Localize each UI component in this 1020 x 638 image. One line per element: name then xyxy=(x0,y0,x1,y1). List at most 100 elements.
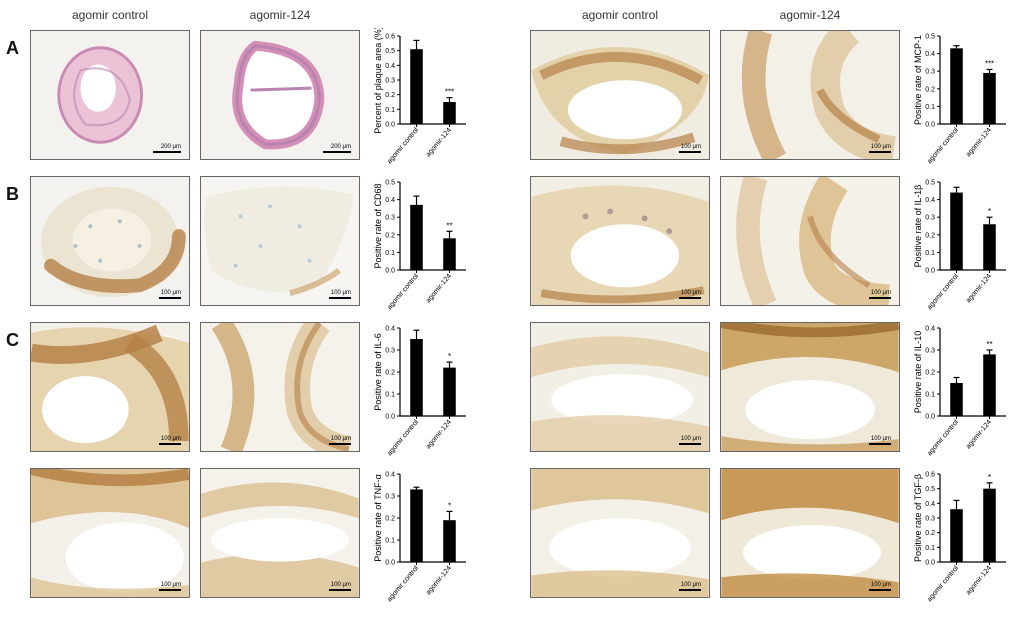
chart-tnfa: 0.00.10.20.30.4agomir control*agomir-124… xyxy=(372,466,472,608)
svg-text:agomir control: agomir control xyxy=(386,418,420,457)
chart-tgfb: 0.00.10.20.30.40.50.6agomir control*agom… xyxy=(912,466,1012,608)
micrograph-B-control: 100 μm xyxy=(30,176,190,306)
scalebar: 100 μm xyxy=(679,436,701,445)
svg-text:Positive rate of IL-10: Positive rate of IL-10 xyxy=(913,331,923,414)
svg-text:0.1: 0.1 xyxy=(385,392,395,399)
tissue-il6-control xyxy=(31,323,189,451)
scalebar: 100 μm xyxy=(329,436,351,445)
svg-text:agomir-124: agomir-124 xyxy=(425,127,453,159)
scalebar: 100 μm xyxy=(159,582,181,591)
svg-text:0.0: 0.0 xyxy=(385,122,395,129)
header-right-control: agomir control xyxy=(530,8,710,22)
svg-text:*: * xyxy=(448,352,451,361)
svg-text:0.4: 0.4 xyxy=(385,63,395,70)
micrograph-R1-agomir124: 100 μm xyxy=(720,30,900,160)
svg-text:0.4: 0.4 xyxy=(385,326,395,333)
micrograph-R4-agomir124: 100 μm xyxy=(720,468,900,598)
micrograph-A-control: 200 μm xyxy=(30,30,190,160)
tissue-tnfa-control xyxy=(31,469,189,597)
header-right-treat: agomir-124 xyxy=(720,8,900,22)
svg-text:agomir-124: agomir-124 xyxy=(425,273,453,305)
scalebar: 100 μm xyxy=(679,290,701,299)
svg-text:*: * xyxy=(988,473,991,482)
row-label-B: B xyxy=(6,184,19,205)
micrograph-R2-control: 100 μm xyxy=(530,176,710,306)
svg-text:0.1: 0.1 xyxy=(925,250,935,257)
svg-text:*: * xyxy=(448,501,451,510)
svg-text:Positive rate of IL-1β: Positive rate of IL-1β xyxy=(913,185,923,268)
svg-text:0.0: 0.0 xyxy=(385,268,395,275)
svg-text:agomir-124: agomir-124 xyxy=(965,419,993,451)
scalebar: 100 μm xyxy=(869,144,891,153)
svg-text:0.3: 0.3 xyxy=(385,78,395,85)
micrograph-C2-control: 100 μm xyxy=(30,468,190,598)
scalebar: 100 μm xyxy=(679,582,701,591)
svg-text:0.1: 0.1 xyxy=(385,250,395,257)
micrograph-R2-agomir124: 100 μm xyxy=(720,176,900,306)
chart-mcp1: 0.0 0.1 0.2 0.3 0.4 0.5 agomir control *** agomi… xyxy=(912,28,1012,170)
chart-plaque: 0.00.10.20.30.40.50.6agomir control***ag… xyxy=(372,28,472,170)
tissue-mcp1-treat xyxy=(721,31,899,159)
svg-text:Positive rate of IL-6: Positive rate of IL-6 xyxy=(373,333,383,411)
svg-text:0.3: 0.3 xyxy=(925,348,935,355)
svg-text:0.1: 0.1 xyxy=(925,104,935,111)
svg-text:0.5: 0.5 xyxy=(925,486,935,493)
svg-text:agomir-124: agomir-124 xyxy=(965,127,993,159)
svg-text:0.6: 0.6 xyxy=(385,34,395,41)
svg-text:0.0: 0.0 xyxy=(385,414,395,421)
svg-text:agomir control: agomir control xyxy=(386,272,420,311)
header-left-control: agomir control xyxy=(30,8,190,22)
tissue-he-control xyxy=(31,31,189,159)
svg-text:agomir control: agomir control xyxy=(926,564,960,603)
svg-text:0.4: 0.4 xyxy=(925,326,935,333)
tissue-tgfb-control xyxy=(531,469,709,597)
svg-text:**: ** xyxy=(986,340,992,349)
svg-text:agomir control: agomir control xyxy=(926,272,960,311)
svg-text:Percent of plaque area (%): Percent of plaque area (%) xyxy=(373,28,383,134)
scalebar: 100 μm xyxy=(329,582,351,591)
svg-text:0.5: 0.5 xyxy=(385,48,395,55)
tissue-he-treat xyxy=(201,31,359,159)
micrograph-C1-control: 100 μm xyxy=(30,322,190,452)
svg-text:0.2: 0.2 xyxy=(385,232,395,239)
svg-text:0.1: 0.1 xyxy=(385,107,395,114)
svg-text:0.5: 0.5 xyxy=(925,34,935,41)
svg-text:0.2: 0.2 xyxy=(385,370,395,377)
svg-text:***: *** xyxy=(985,59,994,68)
svg-text:agomir-124: agomir-124 xyxy=(965,273,993,305)
tissue-il1b-control xyxy=(531,177,709,305)
micrograph-C1-agomir124: 100 μm xyxy=(200,322,360,452)
svg-text:agomir control: agomir control xyxy=(386,126,420,165)
svg-text:0.4: 0.4 xyxy=(385,197,395,204)
scalebar: 100 μm xyxy=(869,290,891,299)
svg-text:0.1: 0.1 xyxy=(385,538,395,545)
tissue-tnfa-treat xyxy=(201,469,359,597)
micrograph-R3-control: 100 μm xyxy=(530,322,710,452)
tissue-il10-treat xyxy=(721,323,899,451)
svg-text:agomir control: agomir control xyxy=(926,418,960,457)
svg-text:Positive rate of TGF-β: Positive rate of TGF-β xyxy=(913,474,923,562)
svg-text:agomir-124: agomir-124 xyxy=(425,565,453,597)
micrograph-R1-control: 100 μm xyxy=(530,30,710,160)
svg-text:0.2: 0.2 xyxy=(925,86,935,93)
micrograph-A-agomir124: 200 μm xyxy=(200,30,360,160)
tissue-mcp1-control xyxy=(531,31,709,159)
tissue-il1b-treat xyxy=(721,177,899,305)
svg-text:0.4: 0.4 xyxy=(385,472,395,479)
svg-text:0.4: 0.4 xyxy=(925,197,935,204)
svg-text:0.4: 0.4 xyxy=(925,501,935,508)
scalebar: 100 μm xyxy=(329,290,351,299)
svg-text:0.3: 0.3 xyxy=(925,69,935,76)
svg-text:0.1: 0.1 xyxy=(925,392,935,399)
micrograph-C2-agomir124: 100 μm xyxy=(200,468,360,598)
svg-text:0.4: 0.4 xyxy=(925,51,935,58)
svg-text:0.0: 0.0 xyxy=(925,268,935,275)
svg-text:agomir control: agomir control xyxy=(926,126,960,165)
svg-text:0.0: 0.0 xyxy=(925,414,935,421)
chart-il6: 0.00.10.20.30.4agomir control*agomir-124… xyxy=(372,320,472,462)
svg-text:Positive rate of MCP-1: Positive rate of MCP-1 xyxy=(913,35,923,125)
scalebar: 100 μm xyxy=(869,582,891,591)
chart-il10: 0.00.10.20.30.4agomir control**agomir-12… xyxy=(912,320,1012,462)
svg-text:0.0: 0.0 xyxy=(925,122,935,129)
tissue-il6-treat xyxy=(201,323,359,451)
